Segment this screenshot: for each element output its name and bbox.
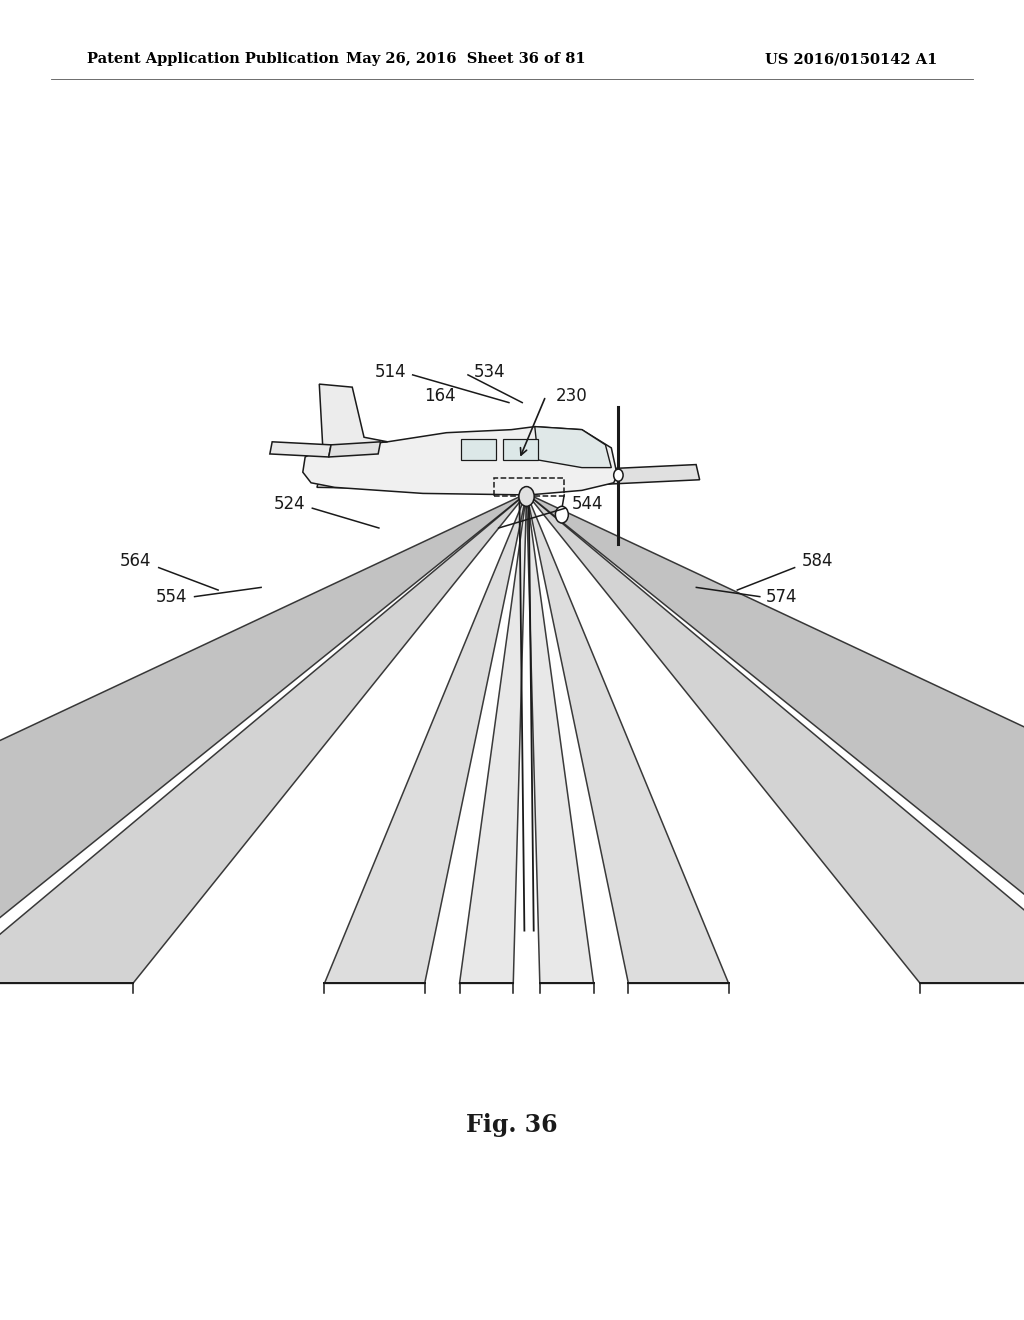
Circle shape [555,507,568,523]
Polygon shape [0,494,526,983]
Circle shape [519,487,535,507]
Text: 534: 534 [474,363,506,381]
Text: 514: 514 [375,363,407,381]
Polygon shape [303,426,617,495]
Polygon shape [535,426,611,467]
Text: 554: 554 [156,587,187,606]
Polygon shape [269,442,331,457]
Polygon shape [317,467,528,490]
Circle shape [613,469,623,482]
Text: May 26, 2016  Sheet 36 of 81: May 26, 2016 Sheet 36 of 81 [346,53,586,66]
Polygon shape [526,494,1024,983]
Text: 524: 524 [273,495,305,513]
Text: 230: 230 [556,387,588,405]
Polygon shape [460,494,526,983]
Polygon shape [461,438,496,461]
Polygon shape [0,494,526,983]
Text: 564: 564 [120,552,152,570]
Text: 584: 584 [802,552,834,570]
Polygon shape [325,494,526,983]
Text: Fig. 36: Fig. 36 [466,1113,558,1137]
Polygon shape [526,494,594,983]
Text: 164: 164 [425,387,456,405]
Text: US 2016/0150142 A1: US 2016/0150142 A1 [765,53,937,66]
Text: 544: 544 [571,495,603,513]
Polygon shape [528,465,699,487]
Bar [494,478,564,496]
Polygon shape [329,442,381,457]
Text: 574: 574 [766,587,798,606]
Polygon shape [319,384,387,447]
Text: Patent Application Publication: Patent Application Publication [87,53,339,66]
Polygon shape [503,438,539,461]
Polygon shape [526,494,729,983]
Polygon shape [526,494,1024,983]
